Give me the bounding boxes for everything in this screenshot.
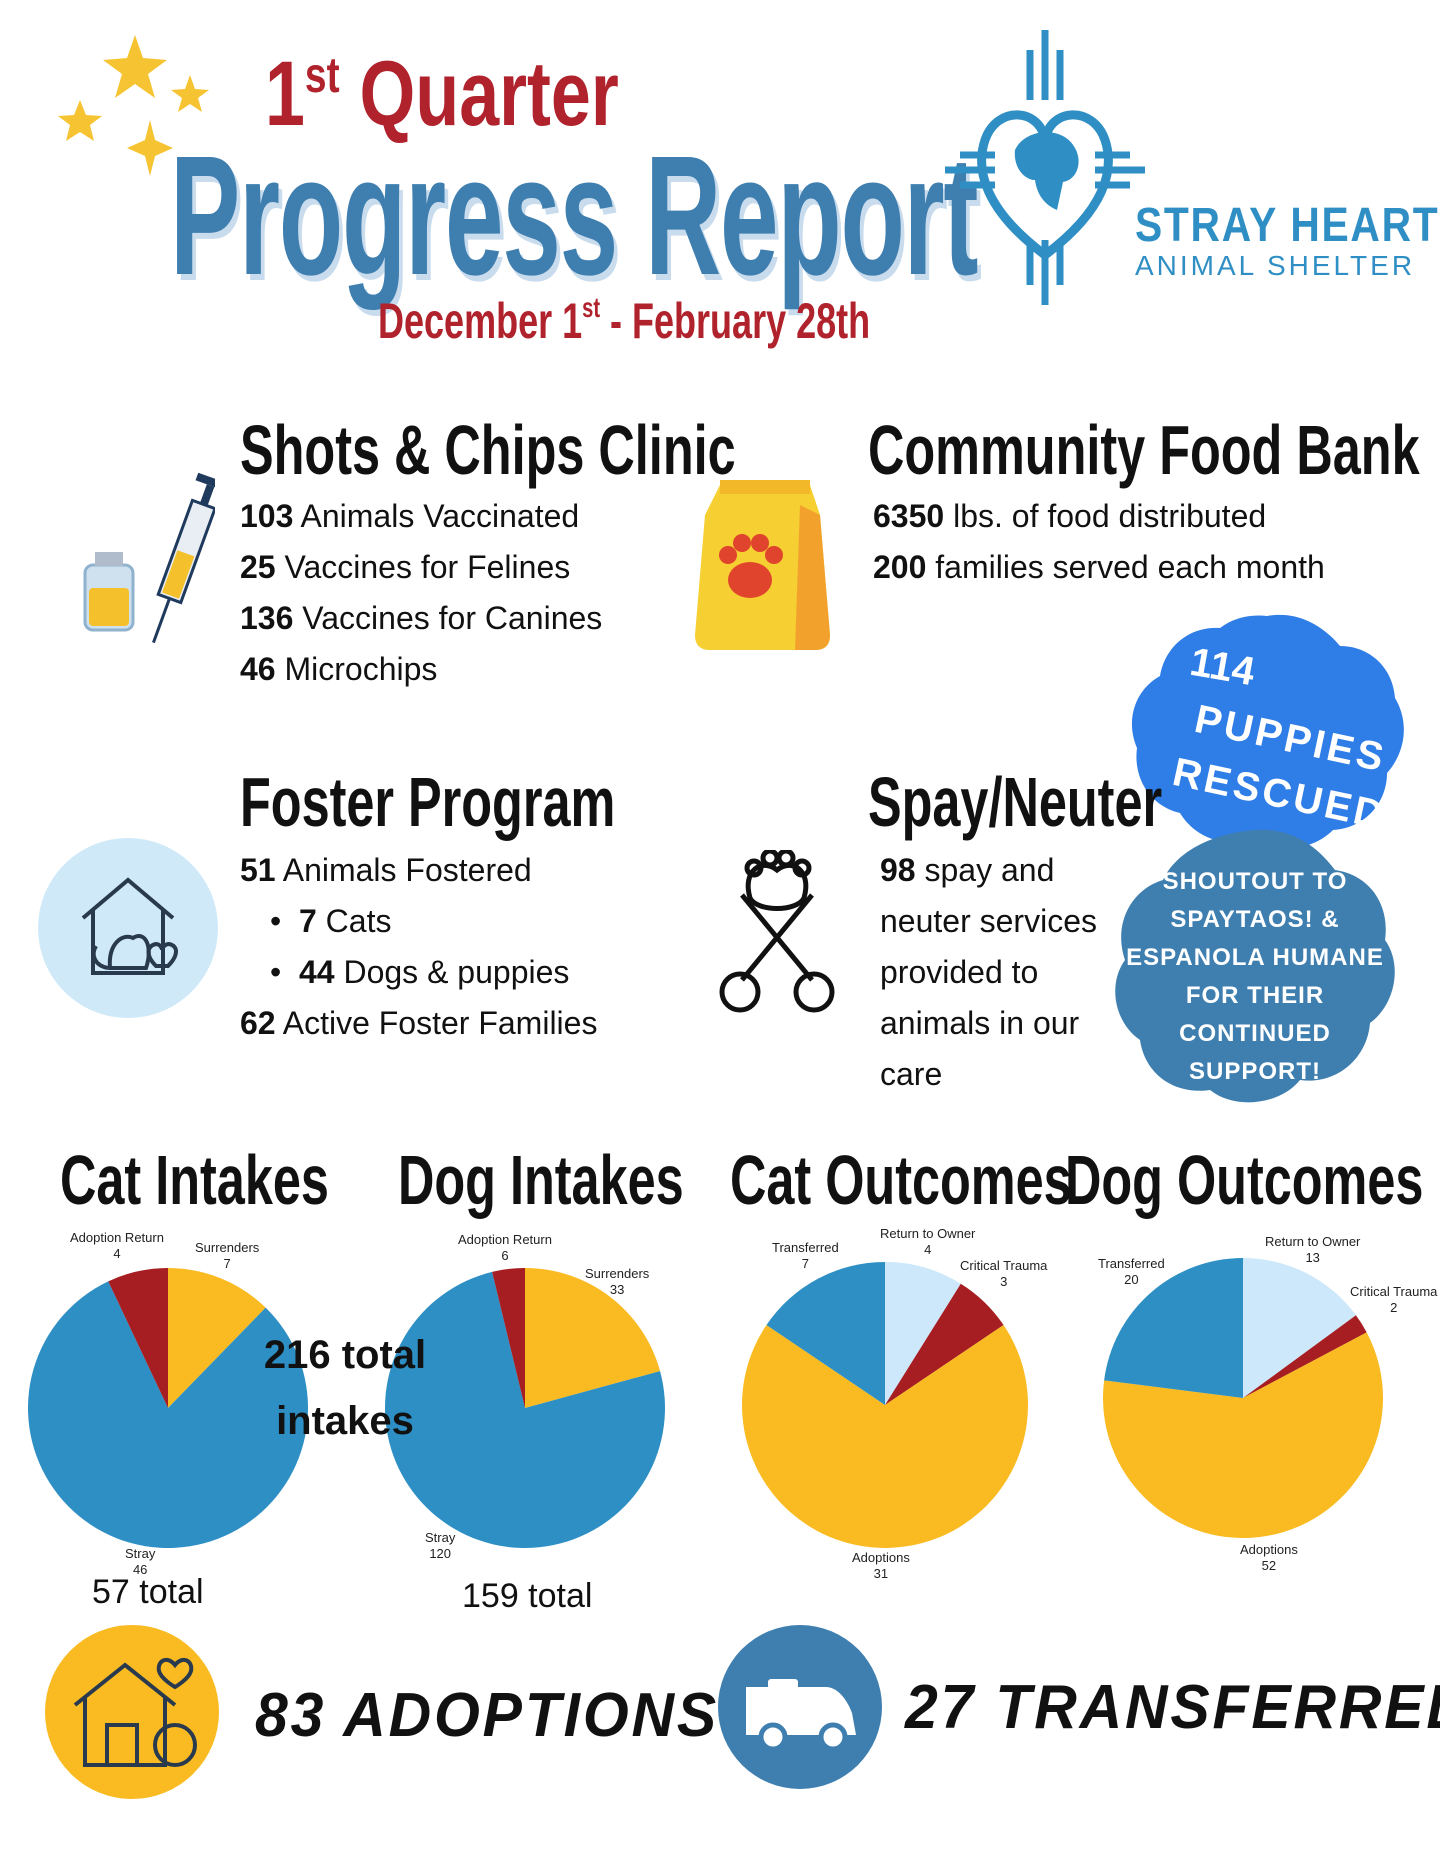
star-icon xyxy=(58,100,102,141)
pie-charts xyxy=(27,1258,1384,1548)
slice-label: Stray 46 xyxy=(125,1546,156,1577)
star-icon xyxy=(103,35,167,98)
scissors-paw-icon xyxy=(719,850,835,1013)
pie-slice-return-to-owner xyxy=(885,1262,961,1405)
dog-intakes-pie xyxy=(385,1268,666,1548)
shoutout-line: FOR THEIR xyxy=(1185,982,1325,1009)
pie-slice-critical-trauma xyxy=(1243,1315,1367,1398)
paw-icon xyxy=(719,534,783,598)
spay-stat: 98 spay and xyxy=(880,852,1055,888)
cat-outcomes-pie xyxy=(742,1262,1028,1548)
dog-outcomes-title: Dog Outcomes xyxy=(1065,1141,1424,1219)
pie-slice-adoptions xyxy=(1103,1332,1384,1539)
slice-label: Transferred 7 xyxy=(772,1240,839,1271)
pie-slice-transferred xyxy=(1104,1258,1243,1398)
slice-label: Adoption Return 6 xyxy=(458,1232,552,1263)
dog-outcomes-pie xyxy=(1103,1258,1384,1539)
clinic-title: Shots & Chips Clinic xyxy=(240,411,736,489)
foster-bullet: • 7 Cats xyxy=(270,903,392,939)
slice-label: Transferred 20 xyxy=(1098,1256,1165,1287)
quarter-heading: 1st Quarter xyxy=(265,43,619,145)
slice-label: Stray 120 xyxy=(425,1530,456,1561)
cat-outcomes-title: Cat Outcomes xyxy=(730,1141,1072,1219)
foodbank-stat: 200 families served each month xyxy=(873,549,1325,585)
total-intakes-overlay: 216 total intakes xyxy=(263,1333,427,1443)
sparkle-icon xyxy=(127,120,173,176)
clinic-stat: 25 Vaccines for Felines xyxy=(240,549,571,585)
slice-label: Adoption Return 4 xyxy=(70,1230,164,1261)
clinic-stat: 136 Vaccines for Canines xyxy=(240,600,603,636)
slice-label: Surrenders 33 xyxy=(585,1266,650,1297)
food-bag-icon xyxy=(695,480,830,650)
pie-slice-adoption-return xyxy=(108,1268,168,1408)
foodbank-title: Community Food Bank xyxy=(868,411,1420,489)
slice-label: Adoptions 31 xyxy=(852,1550,910,1581)
slice-label: Surrenders 7 xyxy=(195,1240,260,1271)
pie-slice-adoption-return xyxy=(492,1268,525,1408)
foster-stat: 51 Animals Fostered xyxy=(240,852,532,888)
foster-stat: 62 Active Foster Families xyxy=(240,1005,598,1041)
shoutout-line: SPAYTAOS! & xyxy=(1170,906,1340,933)
cat-intakes-total: 57 total xyxy=(92,1573,204,1611)
adoption-home-icon xyxy=(45,1625,219,1799)
pie-slice-surrenders xyxy=(168,1268,266,1408)
shoutout-line: SUPPORT! xyxy=(1188,1058,1321,1085)
page-title: Progress Report xyxy=(170,121,978,311)
clinic-stat: 103 Animals Vaccinated xyxy=(240,498,580,534)
spay-stat: provided to xyxy=(880,954,1039,990)
spay-stat: neuter services xyxy=(880,903,1097,939)
shoutout-line: CONTINUED xyxy=(1179,1020,1331,1047)
shoutout-line: SHOUTOUT TO xyxy=(1162,868,1348,895)
shoutout-badge xyxy=(1115,829,1395,1103)
foster-title: Foster Program xyxy=(240,763,616,841)
pie-slice-stray xyxy=(27,1281,308,1548)
pie-slice-critical-trauma xyxy=(885,1283,1004,1405)
vaccine-icon xyxy=(83,472,215,644)
shoutout-line: ESPANOLA HUMANE xyxy=(1126,944,1384,971)
dog-intakes-title: Dog Intakes xyxy=(398,1141,684,1219)
slice-label: Critical Trauma 3 xyxy=(960,1258,1048,1289)
shelter-subtitle: ANIMAL SHELTER xyxy=(1135,250,1416,281)
slice-label: Adoptions 52 xyxy=(1240,1542,1298,1573)
pie-slice-return-to-owner xyxy=(1243,1258,1356,1398)
shelter-logo-emblem xyxy=(945,30,1145,305)
stars-decoration xyxy=(58,35,209,176)
transferred-callout: 27 TRANSFERRED xyxy=(905,1673,1440,1742)
dog-intakes-total: 159 total xyxy=(462,1577,593,1615)
shelter-name: STRAY HEARTS xyxy=(1135,199,1440,252)
cat-intakes-title: Cat Intakes xyxy=(60,1141,329,1219)
foster-home-icon xyxy=(38,838,218,1018)
pie-slice-adoptions xyxy=(742,1325,1028,1548)
pie-slice-transferred xyxy=(766,1262,885,1405)
slice-label: Return to Owner 4 xyxy=(880,1226,976,1257)
spay-stat: animals in our xyxy=(880,1005,1080,1041)
adoptions-callout: 83 ADOPTIONS xyxy=(255,1681,720,1750)
clinic-stat: 46 Microchips xyxy=(240,651,438,687)
spay-stat: care xyxy=(880,1056,943,1092)
dog-head-icon xyxy=(1014,132,1079,210)
pie-slice-surrenders xyxy=(525,1268,661,1408)
transport-van-icon xyxy=(718,1625,882,1789)
cat-intakes-pie xyxy=(27,1268,308,1548)
foster-bullet: • 44 Dogs & puppies xyxy=(270,954,570,990)
slice-label: Critical Trauma 2 xyxy=(1350,1284,1438,1315)
pie-slice-stray xyxy=(385,1271,666,1548)
slice-label: Return to Owner 13 xyxy=(1265,1234,1361,1265)
spay-title: Spay/Neuter xyxy=(868,763,1163,841)
star-icon xyxy=(171,75,209,112)
date-range: December 1st - February 28th xyxy=(378,292,871,349)
puppies-badge xyxy=(1131,614,1404,849)
foodbank-stat: 6350 lbs. of food distributed xyxy=(873,498,1267,534)
